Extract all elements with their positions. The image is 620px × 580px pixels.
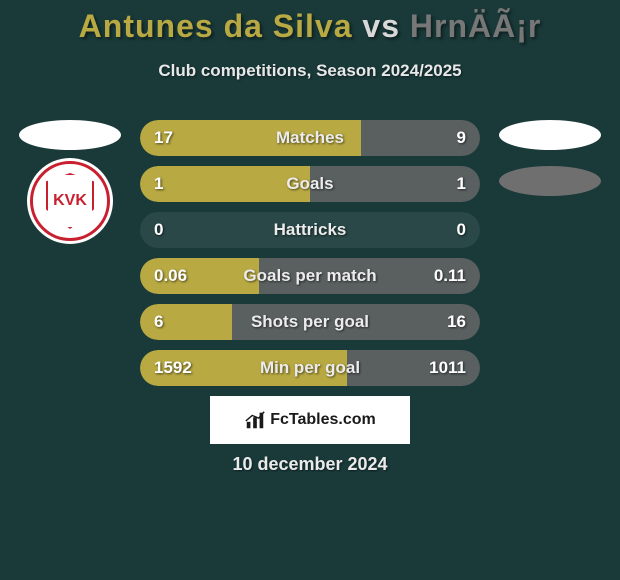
stat-row: 0.06Goals per match0.11 xyxy=(140,258,480,294)
stat-value-right: 9 xyxy=(457,128,466,148)
attribution-text: FcTables.com xyxy=(270,411,376,429)
stat-label: Shots per goal xyxy=(140,312,480,332)
player2-name: HrnÄÃ¡r xyxy=(410,8,541,44)
player1-name: Antunes da Silva xyxy=(79,8,353,44)
stat-row: 1592Min per goal1011 xyxy=(140,350,480,386)
player1-photo-placeholder xyxy=(19,120,121,150)
logo-shield: KVK xyxy=(46,173,94,229)
stat-label: Goals per match xyxy=(140,266,480,286)
stat-row: 1Goals1 xyxy=(140,166,480,202)
left-player-column: KVK xyxy=(10,120,130,244)
stat-value-right: 1 xyxy=(457,174,466,194)
date-text: 10 december 2024 xyxy=(0,454,620,475)
stat-label: Hattricks xyxy=(140,220,480,240)
stat-label: Matches xyxy=(140,128,480,148)
comparison-title: Antunes da Silva vs HrnÄÃ¡r xyxy=(0,0,620,45)
player2-club-logo-placeholder xyxy=(499,166,601,196)
stat-row: 0Hattricks0 xyxy=(140,212,480,248)
player2-photo-placeholder xyxy=(499,120,601,150)
logo-letter: KVK xyxy=(53,193,87,209)
subtitle: Club competitions, Season 2024/2025 xyxy=(0,61,620,81)
stat-row: 6Shots per goal16 xyxy=(140,304,480,340)
chart-icon xyxy=(244,409,266,431)
stat-value-right: 1011 xyxy=(429,358,466,378)
vs-text: vs xyxy=(362,8,400,44)
player1-club-logo: KVK xyxy=(27,158,113,244)
attribution-badge: FcTables.com xyxy=(210,396,410,444)
logo-inner: KVK xyxy=(36,164,104,238)
stat-value-right: 0.11 xyxy=(434,266,466,286)
stat-value-right: 16 xyxy=(447,312,466,332)
stat-label: Goals xyxy=(140,174,480,194)
stats-rows: 17Matches9 1Goals1 0Hattricks0 0.06Goals pe… xyxy=(140,120,480,386)
stat-row: 17Matches9 xyxy=(140,120,480,156)
right-player-column xyxy=(490,120,610,196)
stat-value-right: 0 xyxy=(457,220,466,240)
